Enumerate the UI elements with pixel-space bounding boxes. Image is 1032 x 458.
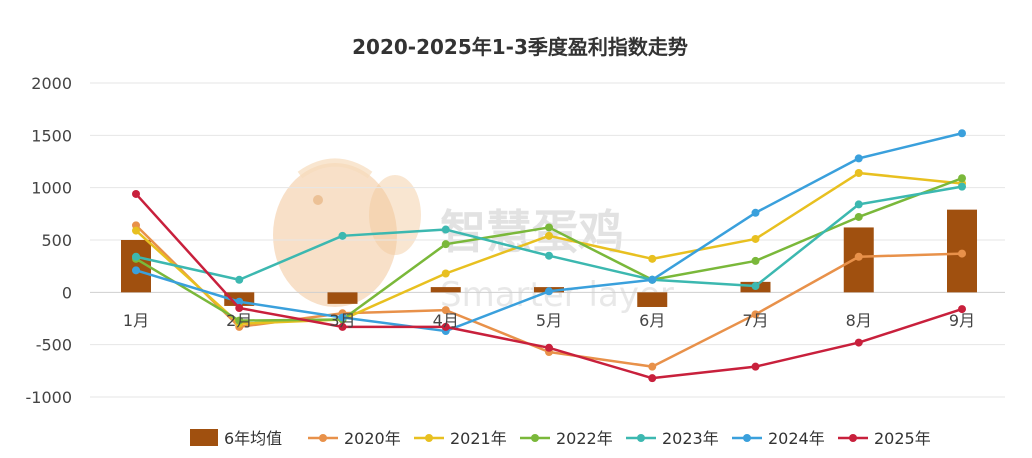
- y-tick-label: 1500: [31, 126, 72, 145]
- x-tick-label: 8月: [846, 311, 872, 330]
- data-point: [648, 362, 657, 371]
- legend-swatch: [190, 429, 218, 446]
- legend-item: 2024年: [732, 429, 825, 448]
- data-point: [132, 226, 140, 235]
- legend-label: 2023年: [662, 429, 719, 448]
- data-point: [545, 343, 553, 352]
- x-tick-label: 3月: [329, 311, 355, 330]
- data-point: [958, 305, 966, 314]
- legend-marker: [319, 434, 327, 442]
- legend-item: 2023年: [626, 429, 719, 448]
- data-point: [751, 234, 760, 243]
- legend-marker: [425, 434, 433, 442]
- y-tick-label: 500: [41, 231, 72, 250]
- x-tick-label: 5月: [536, 311, 562, 330]
- y-tick-label: -1000: [26, 388, 73, 407]
- legend-item: 2021年: [414, 429, 507, 448]
- data-point: [854, 200, 863, 209]
- data-point: [338, 322, 347, 331]
- legend-label: 2025年: [874, 429, 931, 448]
- legend-label: 2020年: [344, 429, 401, 448]
- data-point: [545, 231, 553, 240]
- y-axis-ticks: 2000 1500 1000 500 0 -500 -1000: [26, 74, 73, 407]
- legend-item: 2025年: [838, 429, 931, 448]
- chart-title: 2020-2025年1-3季度盈利指数走势: [352, 35, 688, 59]
- bar: [327, 292, 358, 304]
- data-point: [441, 322, 450, 331]
- data-point: [854, 338, 863, 347]
- y-tick-label: 0: [62, 283, 72, 302]
- data-point: [441, 225, 450, 234]
- legend-label: 2021年: [450, 429, 507, 448]
- data-point: [338, 313, 347, 322]
- data-point: [751, 310, 760, 319]
- legend-item: 6年均值: [190, 429, 282, 448]
- x-tick-label: 2月: [226, 311, 252, 330]
- data-point: [648, 254, 657, 263]
- data-point: [854, 212, 863, 221]
- data-point: [235, 316, 244, 325]
- data-point: [338, 231, 347, 240]
- data-point: [854, 252, 863, 261]
- data-point: [751, 362, 760, 371]
- x-tick-label: 4月: [433, 311, 459, 330]
- legend-marker: [743, 434, 751, 442]
- data-point: [751, 256, 760, 265]
- data-point: [545, 223, 553, 232]
- line-series: [132, 129, 966, 383]
- legend-label: 2024年: [768, 429, 825, 448]
- x-tick-label: 6月: [639, 311, 665, 330]
- data-point: [854, 154, 863, 163]
- data-point: [958, 182, 966, 191]
- data-point: [132, 266, 140, 275]
- data-point: [235, 304, 244, 313]
- data-point: [958, 249, 966, 258]
- data-point: [648, 275, 657, 284]
- data-point: [235, 275, 244, 284]
- data-point: [958, 129, 966, 138]
- data-point: [545, 251, 553, 260]
- legend-marker: [531, 434, 539, 442]
- x-tick-label: 7月: [742, 311, 768, 330]
- data-point: [441, 306, 450, 315]
- data-point: [132, 189, 140, 198]
- data-point: [751, 208, 760, 217]
- legend-label: 6年均值: [224, 429, 282, 448]
- x-tick-label: 1月: [123, 311, 149, 330]
- data-point: [751, 282, 760, 291]
- legend-item: 2020年: [308, 429, 401, 448]
- data-point: [958, 174, 966, 183]
- bar: [430, 287, 461, 293]
- chicken-logo-icon: [273, 158, 421, 307]
- data-point: [545, 287, 553, 296]
- legend-marker: [637, 434, 645, 442]
- y-tick-label: 2000: [31, 74, 72, 93]
- legend-label: 2022年: [556, 429, 613, 448]
- bar: [637, 292, 668, 307]
- y-tick-label: -500: [36, 336, 72, 355]
- data-point: [235, 297, 244, 306]
- x-tick-label: 9月: [949, 311, 975, 330]
- data-point: [648, 374, 657, 383]
- legend: 6年均值 2020年 2021年 2022年 2023年 2024年 2025年: [190, 429, 931, 448]
- legend-item: 2022年: [520, 429, 613, 448]
- legend-marker: [849, 434, 857, 442]
- data-point: [132, 252, 140, 261]
- data-point: [441, 269, 450, 278]
- data-point: [854, 169, 863, 178]
- y-tick-label: 1000: [31, 179, 72, 198]
- data-point: [441, 240, 450, 249]
- x-axis-ticks: 1月 2月 3月 4月 5月 6月 7月 8月 9月: [123, 311, 975, 330]
